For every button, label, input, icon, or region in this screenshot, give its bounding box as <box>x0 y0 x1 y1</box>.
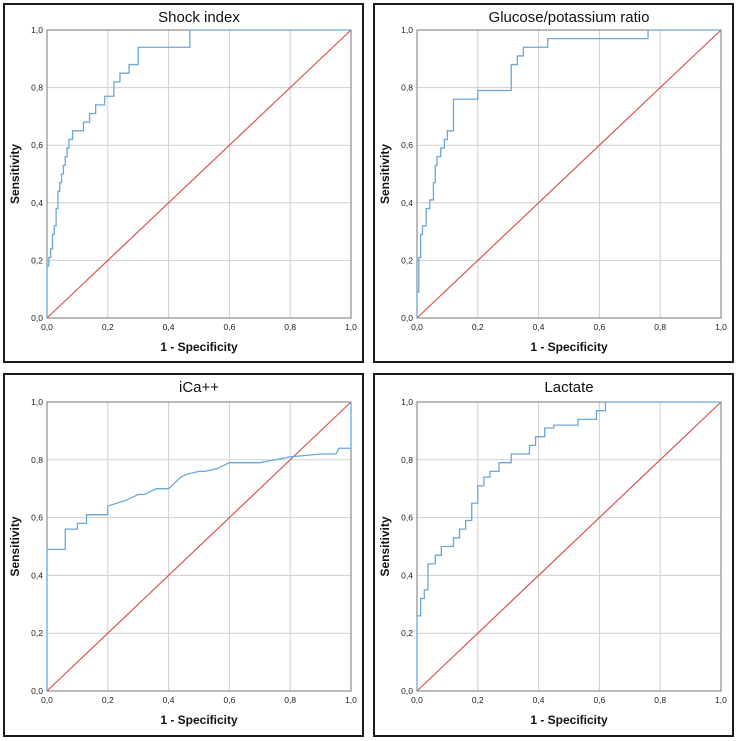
y-tick-label: 0,6 <box>401 513 413 523</box>
y-tick-label: 0,4 <box>401 570 413 580</box>
chart-svg: Lactate 0,0 0,2 0,4 0,6 0,8 1,0 0,0 0,2 0,4 0,6 0,8… <box>378 379 727 727</box>
x-tick-label: 0,2 <box>472 322 484 332</box>
roc-curve <box>416 29 721 318</box>
x-axis-label: 1 - Specificity <box>160 340 238 354</box>
x-tick-label: 0,2 <box>472 695 484 705</box>
y-tick-label: 0,2 <box>401 628 413 638</box>
roc-curve <box>46 402 352 691</box>
x-tick-label: 0,4 <box>533 695 545 705</box>
x-tick-label: 0,6 <box>223 322 235 332</box>
x-tick-label: 0,6 <box>593 322 605 332</box>
y-axis-label: Sensitivity <box>378 516 392 576</box>
x-tick-label: 0,6 <box>593 695 605 705</box>
x-tick-label: 0,4 <box>163 322 175 332</box>
y-tick-label: 1,0 <box>401 25 413 35</box>
x-tick-label: 0,8 <box>284 695 296 705</box>
x-tick-label: 0,2 <box>102 322 114 332</box>
chart-title: Glucose/potassium ratio <box>489 9 650 26</box>
plot-frame <box>416 401 722 692</box>
chart-panel-lactate: Lactate 0,0 0,2 0,4 0,6 0,8 1,0 0,0 0,2 0,4 0,6 0,8… <box>373 373 734 737</box>
x-tick-label: 0,0 <box>411 695 423 705</box>
y-tick-label: 0,6 <box>31 513 43 523</box>
y-tick-label: 0,4 <box>401 198 413 208</box>
x-axis-label: 1 - Specificity <box>530 713 608 727</box>
chart-title: Shock index <box>158 9 240 26</box>
y-tick-label: 0,8 <box>31 83 43 93</box>
x-tick-label: 0,8 <box>284 322 296 332</box>
chart-svg: Glucose/potassium ratio 0,0 0,2 0,4 0,6 0,8 1,… <box>378 9 727 354</box>
plot-frame <box>46 401 352 692</box>
y-tick-label: 0,0 <box>31 686 43 696</box>
y-tick-label: 0,0 <box>401 313 413 323</box>
y-tick-label: 0,8 <box>401 83 413 93</box>
y-axis-label: Sensitivity <box>8 144 22 204</box>
reference-line <box>46 29 352 319</box>
chart-title: iCa++ <box>179 379 219 396</box>
y-tick-label: 0,6 <box>31 140 43 150</box>
y-tick-label: 0,8 <box>401 455 413 465</box>
y-tick-label: 1,0 <box>31 397 43 407</box>
y-tick-label: 0,4 <box>31 570 43 580</box>
chart-title: Lactate <box>544 379 593 396</box>
x-tick-label: 0,4 <box>163 695 175 705</box>
x-tick-label: 1,0 <box>345 695 357 705</box>
y-tick-label: 0,8 <box>31 455 43 465</box>
x-tick-label: 1,0 <box>715 322 727 332</box>
x-tick-label: 0,8 <box>654 322 666 332</box>
y-tick-label: 1,0 <box>401 397 413 407</box>
plot-frame <box>416 29 722 319</box>
x-tick-label: 0,2 <box>102 695 114 705</box>
y-axis-label: Sensitivity <box>378 144 392 204</box>
x-tick-label: 0,8 <box>654 695 666 705</box>
y-axis-label: Sensitivity <box>8 516 22 576</box>
y-tick-label: 0,6 <box>401 140 413 150</box>
x-tick-label: 0,4 <box>533 322 545 332</box>
x-tick-label: 1,0 <box>345 322 357 332</box>
x-tick-label: 0,0 <box>411 322 423 332</box>
y-tick-label: 0,2 <box>31 628 43 638</box>
x-tick-label: 0,0 <box>41 322 53 332</box>
chart-svg: iCa++ 0,0 0,2 0,4 0,6 0,8 1,0 0,0 0,2 0,4 0,6 0,8 1,… <box>8 379 357 727</box>
y-tick-label: 1,0 <box>31 25 43 35</box>
y-tick-label: 0,4 <box>31 198 43 208</box>
x-axis-label: 1 - Specificity <box>530 340 608 354</box>
chart-panel-shock-index: Shock index 0,0 0,2 0,4 0,6 0,8 1,0 0,0 0,2 0,4 0,… <box>3 3 364 363</box>
chart-svg: Shock index 0,0 0,2 0,4 0,6 0,8 1,0 0,0 0,2 0,4 0,… <box>8 9 357 354</box>
y-tick-label: 0,2 <box>31 255 43 265</box>
chart-panel-ica: iCa++ 0,0 0,2 0,4 0,6 0,8 1,0 0,0 0,2 0,4 0,6 0,8 1,… <box>3 373 364 737</box>
y-tick-label: 0,2 <box>401 255 413 265</box>
y-tick-label: 0,0 <box>31 313 43 323</box>
y-tick-label: 0,0 <box>401 686 413 696</box>
reference-line <box>416 401 722 692</box>
roc-curve <box>416 401 721 691</box>
x-axis-label: 1 - Specificity <box>160 713 238 727</box>
x-tick-label: 0,6 <box>223 695 235 705</box>
x-tick-label: 1,0 <box>715 695 727 705</box>
roc-curve <box>46 29 351 318</box>
x-tick-label: 0,0 <box>41 695 53 705</box>
reference-line <box>46 401 352 692</box>
reference-line <box>416 29 722 319</box>
chart-panel-glucose-potassium-ratio: Glucose/potassium ratio 0,0 0,2 0,4 0,6 0,8 1,… <box>373 3 734 363</box>
